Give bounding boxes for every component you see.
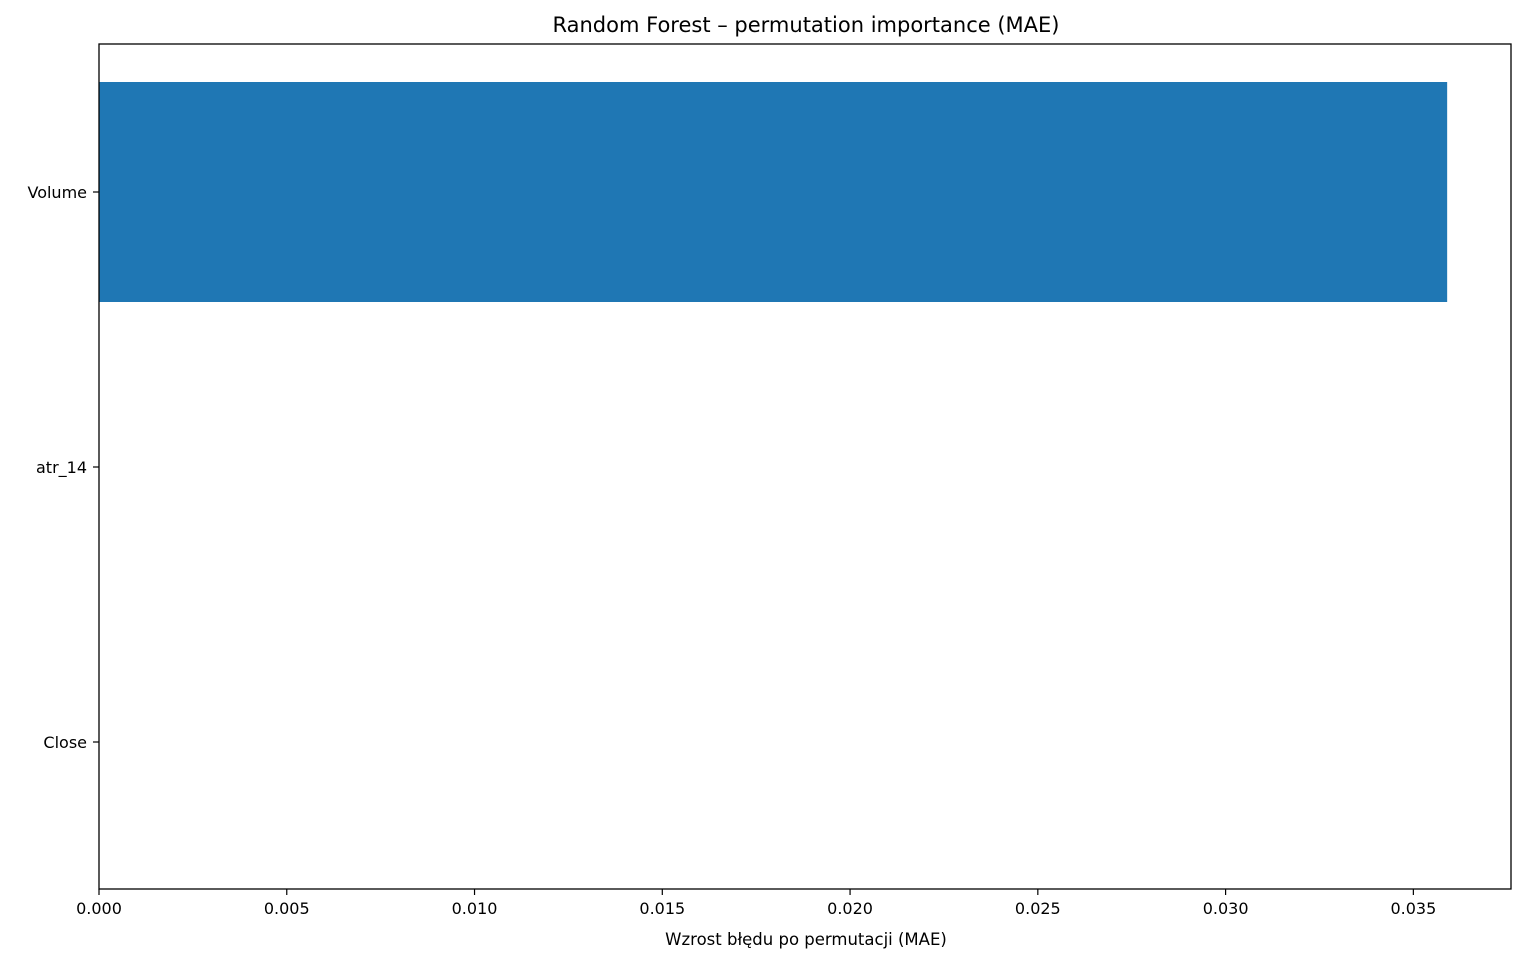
x-tick-label: 0.020 <box>827 899 873 918</box>
y-axis: Volume atr_14 Close <box>27 183 99 752</box>
bars-group <box>99 82 1448 302</box>
y-tick-label: Close <box>43 733 87 752</box>
x-tick-label: 0.030 <box>1203 899 1249 918</box>
x-tick-label: 0.010 <box>452 899 498 918</box>
x-tick-label: 0.005 <box>264 899 310 918</box>
chart-title: Random Forest – permutation importance (… <box>553 13 1060 37</box>
x-tick-label: 0.035 <box>1390 899 1436 918</box>
y-tick-label: Volume <box>27 183 87 202</box>
x-tick-label: 0.000 <box>76 899 122 918</box>
y-tick-label: atr_14 <box>36 458 87 478</box>
x-tick-label: 0.015 <box>639 899 685 918</box>
x-axis: 0.000 0.005 0.010 0.015 0.020 0.025 0.030 0.035 <box>76 889 1436 918</box>
bar-volume <box>99 82 1448 302</box>
x-tick-label: 0.025 <box>1015 899 1061 918</box>
x-axis-label: Wzrost błędu po permutacji (MAE) <box>665 930 947 949</box>
